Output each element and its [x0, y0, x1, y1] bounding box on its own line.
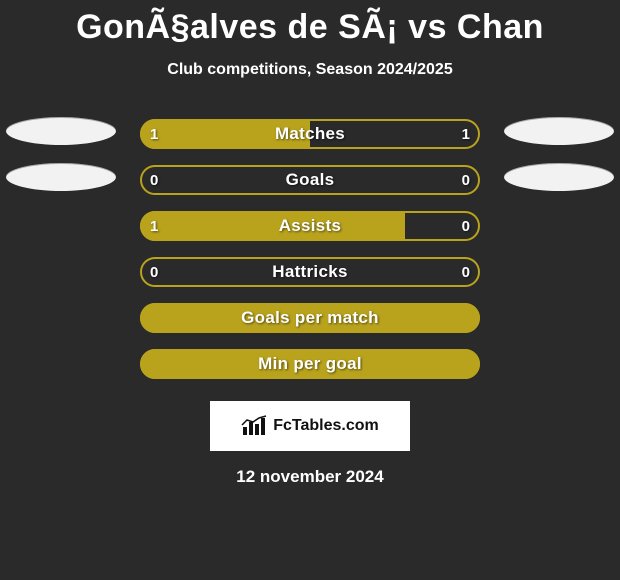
- stat-rows: 1 Matches 1 0 Goals 0 1 Assists 0: [0, 113, 620, 389]
- stat-label: Assists: [140, 211, 480, 241]
- stat-bar: 0 Hattricks 0: [140, 257, 480, 287]
- stat-right-value: 0: [462, 211, 470, 241]
- stat-label: Goals per match: [140, 303, 480, 333]
- stat-row: 1 Assists 0: [0, 205, 620, 251]
- comparison-card: GonÃ§alves de SÃ¡ vs Chan Club competiti…: [0, 0, 620, 580]
- stat-row: 0 Hattricks 0: [0, 251, 620, 297]
- stat-label: Goals: [140, 165, 480, 195]
- stat-bar: Min per goal: [140, 349, 480, 379]
- brand-badge: FcTables.com: [210, 401, 410, 451]
- stat-bar: 1 Matches 1: [140, 119, 480, 149]
- stat-bar: 0 Goals 0: [140, 165, 480, 195]
- brand-text: FcTables.com: [273, 417, 379, 435]
- stat-right-value: 1: [462, 119, 470, 149]
- stat-label: Matches: [140, 119, 480, 149]
- stat-label: Min per goal: [140, 349, 480, 379]
- stat-row: 1 Matches 1: [0, 113, 620, 159]
- stat-right-value: 0: [462, 257, 470, 287]
- brand-chart-icon: [241, 415, 267, 437]
- date-label: 12 november 2024: [0, 467, 620, 487]
- page-title: GonÃ§alves de SÃ¡ vs Chan: [0, 0, 620, 47]
- page-subtitle: Club competitions, Season 2024/2025: [0, 61, 620, 79]
- stat-row: Goals per match: [0, 297, 620, 343]
- stat-row: Min per goal: [0, 343, 620, 389]
- stat-bar: Goals per match: [140, 303, 480, 333]
- stat-right-value: 0: [462, 165, 470, 195]
- stat-row: 0 Goals 0: [0, 159, 620, 205]
- stat-bar: 1 Assists 0: [140, 211, 480, 241]
- stat-label: Hattricks: [140, 257, 480, 287]
